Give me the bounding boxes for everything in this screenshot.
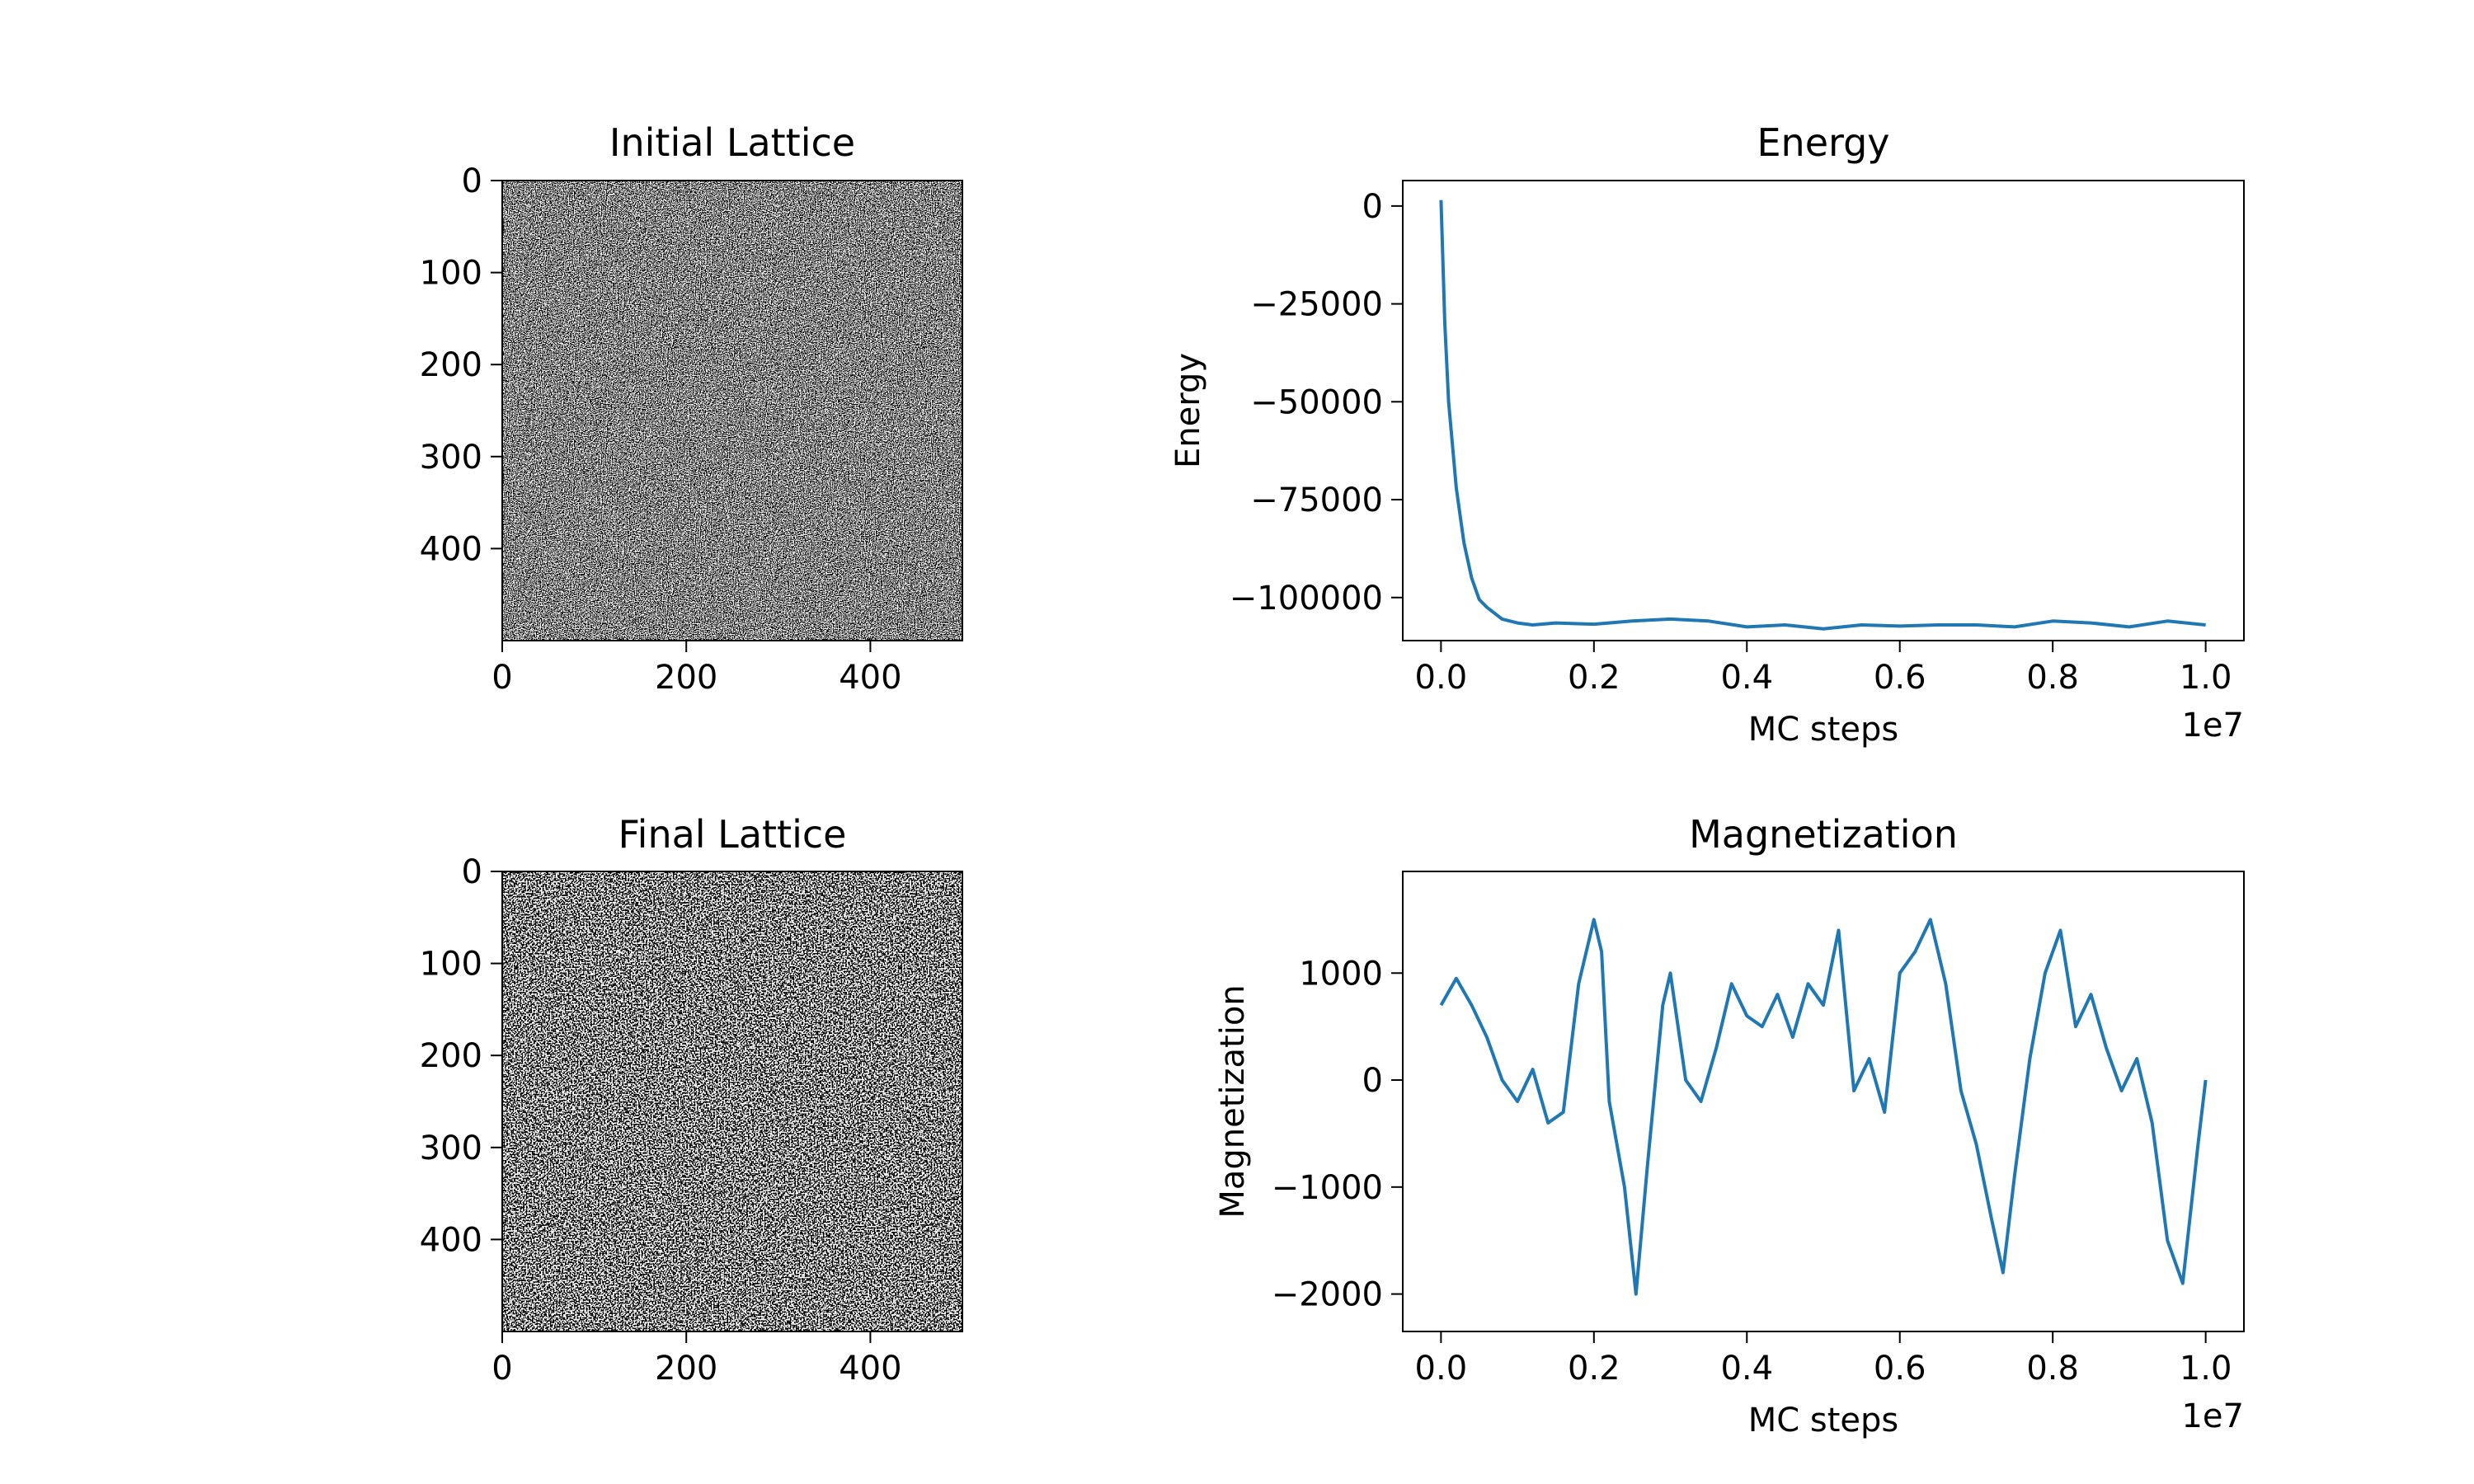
y-tick-label: 200: [420, 1037, 482, 1075]
final-lattice-y-ticks: 0 100 200 300 400: [420, 853, 502, 1259]
energy-xlabel: MC steps: [1748, 711, 1899, 749]
x-tick-label: 400: [839, 1350, 901, 1388]
energy-x-ticks: 0.0 0.2 0.4 0.6 0.8 1.0: [1415, 641, 2232, 697]
y-tick-label: 300: [420, 439, 482, 477]
energy-series-line: [1439, 200, 2206, 631]
magnetization-xlabel: MC steps: [1748, 1402, 1899, 1439]
initial-lattice-image: [502, 181, 962, 641]
initial-lattice-frame: [501, 180, 963, 641]
energy-title: Energy: [1757, 120, 1889, 165]
magnetization-y-ticks: 1000 0 −1000 −2000: [1272, 955, 1403, 1314]
x-tick-label: 200: [655, 659, 717, 697]
energy-ylabel: Energy: [1169, 353, 1207, 468]
magnetization-x-ticks: 0.0 0.2 0.4 0.6 0.8 1.0: [1415, 1331, 2232, 1388]
y-tick-label: −1000: [1272, 1169, 1383, 1207]
energy-x-offset: 1e7: [2181, 707, 2244, 744]
y-tick-label: −50000: [1250, 383, 1383, 421]
x-tick-label: 0.6: [1874, 1350, 1926, 1388]
x-tick-label: 0.8: [2026, 659, 2079, 697]
x-tick-label: 0.8: [2026, 1350, 2079, 1388]
y-tick-label: 100: [420, 255, 482, 293]
y-tick-label: 0: [462, 853, 482, 891]
x-tick-label: 1.0: [2180, 1350, 2232, 1388]
y-tick-label: 1000: [1299, 955, 1383, 993]
initial-lattice-panel: Initial Lattice 0 200 400 0 100 200 300 400: [420, 120, 963, 697]
final-lattice-title: Final Lattice: [618, 812, 847, 857]
x-tick-label: 0: [492, 659, 512, 697]
energy-panel: Energy 0.0 0.2 0.4 0.6 0.8 1.0 0 −25000 −50000 −…: [1169, 120, 2245, 749]
initial-lattice-x-ticks: 0 200 400: [492, 641, 902, 697]
y-tick-label: −75000: [1250, 481, 1383, 519]
final-lattice-frame: [501, 871, 963, 1332]
y-tick-label: −2000: [1272, 1276, 1383, 1314]
magnetization-panel: Magnetization 0.0 0.2 0.4 0.6 0.8 1.0 1000 0 −1…: [1214, 812, 2245, 1439]
initial-lattice-y-ticks: 0 100 200 300 400: [420, 162, 502, 568]
x-tick-label: 0.2: [1568, 659, 1620, 697]
y-tick-label: 0: [1362, 188, 1383, 226]
y-tick-label: 0: [1362, 1062, 1383, 1100]
energy-plot-area: [1402, 180, 2245, 641]
x-tick-label: 0.0: [1415, 659, 1468, 697]
magnetization-title: Magnetization: [1689, 812, 1958, 857]
magnetization-x-offset: 1e7: [2181, 1397, 2244, 1435]
final-lattice-x-ticks: 0 200 400: [492, 1331, 902, 1388]
x-tick-label: 0.4: [1720, 659, 1773, 697]
x-tick-label: 0.4: [1720, 1350, 1773, 1388]
magnetization-plot-area: [1402, 871, 2245, 1332]
magnetization-series-line: [1439, 918, 2208, 1296]
x-tick-label: 0: [492, 1350, 512, 1388]
x-tick-label: 1.0: [2180, 659, 2232, 697]
y-tick-label: 400: [420, 1221, 482, 1259]
initial-lattice-title: Initial Lattice: [609, 120, 855, 165]
y-tick-label: 300: [420, 1129, 482, 1167]
energy-y-ticks: 0 −25000 −50000 −75000 −100000: [1230, 188, 1403, 618]
magnetization-ylabel: Magnetization: [1214, 984, 1252, 1218]
final-lattice-panel: Final Lattice 0 200 400 0 100 200 300 400: [420, 812, 963, 1388]
x-tick-label: 200: [655, 1350, 717, 1388]
y-tick-label: 400: [420, 530, 482, 568]
x-tick-label: 0.0: [1415, 1350, 1468, 1388]
y-tick-label: 200: [420, 346, 482, 384]
x-tick-label: 0.6: [1874, 659, 1926, 697]
y-tick-label: −25000: [1250, 286, 1383, 324]
x-tick-label: 400: [839, 659, 901, 697]
x-tick-label: 0.2: [1568, 1350, 1620, 1388]
y-tick-label: −100000: [1230, 580, 1383, 618]
y-tick-label: 0: [462, 162, 482, 200]
y-tick-label: 100: [420, 946, 482, 984]
final-lattice-image: [502, 871, 962, 1331]
